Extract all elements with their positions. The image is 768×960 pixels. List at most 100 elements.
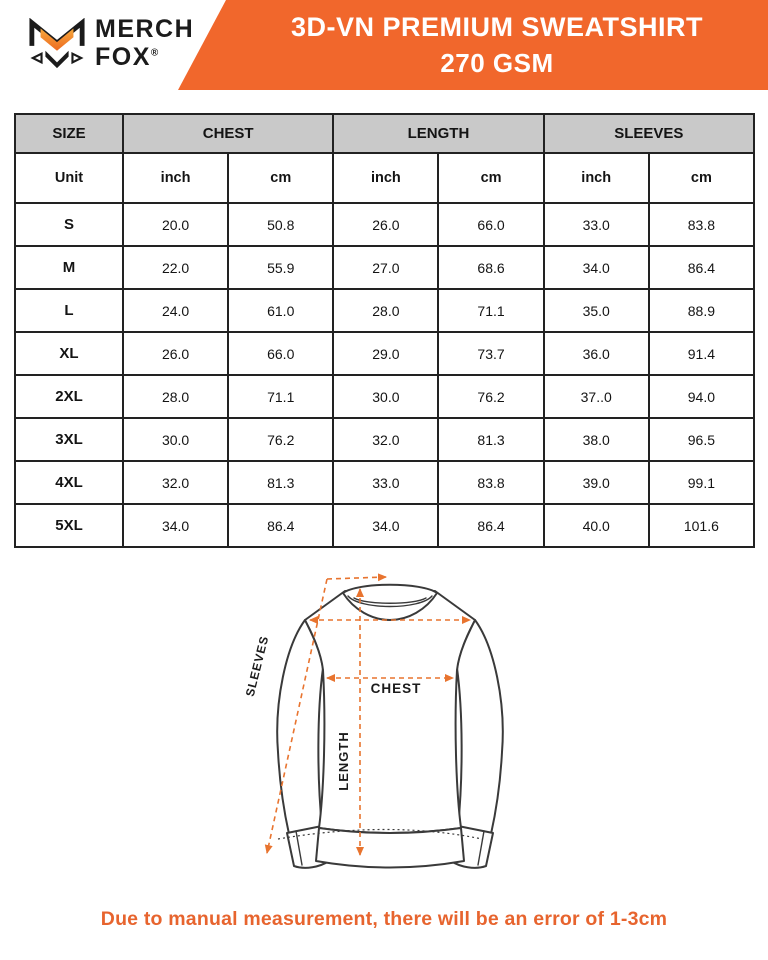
table-cell: 86.4 xyxy=(227,503,335,548)
collar xyxy=(342,583,438,621)
unit-cell: inch xyxy=(332,152,440,204)
table-header-row: SIZE CHEST LENGTH SLEEVES xyxy=(14,113,756,154)
brand-name-top: MERCH xyxy=(95,15,195,43)
brand-name-bottom: FOX® xyxy=(95,43,160,71)
table-cell: 35.0 xyxy=(542,288,650,333)
size-cell: XL xyxy=(14,331,124,376)
product-title-line1: 3D-VN PREMIUM SWEATSHIRT xyxy=(290,11,703,42)
table-cell: 26.0 xyxy=(121,331,230,376)
table-row: S 20.0 50.8 26.0 66.0 33.0 83.8 xyxy=(14,202,756,247)
table-cell: 61.0 xyxy=(227,288,335,333)
length-label: LENGTH xyxy=(336,731,351,790)
header-banner: MERCH FOX® 3D-VN PREMIUM SWEATSHIRT 270 … xyxy=(0,0,768,90)
table-row: XL 26.0 66.0 29.0 73.7 36.0 91.4 xyxy=(14,331,756,376)
table-cell: 81.3 xyxy=(227,460,335,505)
size-cell: L xyxy=(14,288,124,333)
unit-cell: cm xyxy=(437,152,545,204)
table-cell: 83.8 xyxy=(647,202,756,247)
collar-rib-line xyxy=(347,595,433,608)
col-header-length: LENGTH xyxy=(332,113,545,154)
col-header-size: SIZE xyxy=(14,113,124,154)
table-cell: 32.0 xyxy=(121,460,230,505)
table-cell: 81.3 xyxy=(437,417,545,462)
sweatshirt-body xyxy=(304,590,476,834)
sweatshirt-diagram: CHEST LENGTH SLEEVES xyxy=(243,573,504,869)
table-cell: 40.0 xyxy=(542,503,650,548)
table-cell: 24.0 xyxy=(121,288,230,333)
table-cell: 96.5 xyxy=(647,417,756,462)
left-armhole-seam xyxy=(305,621,324,671)
table-cell: 27.0 xyxy=(332,245,440,290)
left-sleeve xyxy=(276,619,325,835)
table-cell: 86.4 xyxy=(647,245,756,290)
table-cell: 71.1 xyxy=(437,288,545,333)
unit-row: Unit inch cm inch cm inch cm xyxy=(14,152,756,204)
hem-band xyxy=(315,827,465,869)
table-cell: 91.4 xyxy=(647,331,756,376)
table-cell: 28.0 xyxy=(121,374,230,419)
table-cell: 30.0 xyxy=(332,374,440,419)
table-cell: 26.0 xyxy=(332,202,440,247)
table-cell: 29.0 xyxy=(332,331,440,376)
size-cell: S xyxy=(14,202,124,247)
table-row: L 24.0 61.0 28.0 71.1 35.0 88.9 xyxy=(14,288,756,333)
table-cell: 28.0 xyxy=(332,288,440,333)
size-cell: 4XL xyxy=(14,460,124,505)
table-cell: 83.8 xyxy=(437,460,545,505)
table-cell: 33.0 xyxy=(332,460,440,505)
size-table: SIZE CHEST LENGTH SLEEVES Unit inch cm i… xyxy=(14,113,756,548)
table-row: 4XL 32.0 81.3 33.0 83.8 39.0 99.1 xyxy=(14,460,756,505)
col-header-chest: CHEST xyxy=(121,113,335,154)
unit-cell: cm xyxy=(647,152,756,204)
table-cell: 101.6 xyxy=(647,503,756,548)
size-cell: 3XL xyxy=(14,417,124,462)
col-header-sleeves: SLEEVES xyxy=(542,113,756,154)
hem-stitch-line xyxy=(277,828,483,840)
table-cell: 33.0 xyxy=(542,202,650,247)
right-armhole-seam xyxy=(456,621,475,671)
table-cell: 99.1 xyxy=(647,460,756,505)
table-row: 3XL 30.0 76.2 32.0 81.3 38.0 96.5 xyxy=(14,417,756,462)
table-cell: 36.0 xyxy=(542,331,650,376)
table-cell: 34.0 xyxy=(332,503,440,548)
size-table-section: SIZE CHEST LENGTH SLEEVES Unit inch cm i… xyxy=(14,113,756,548)
table-row: M 22.0 55.9 27.0 68.6 34.0 86.4 xyxy=(14,245,756,290)
cuff-rib-line xyxy=(295,830,303,866)
table-cell: 86.4 xyxy=(437,503,545,548)
table-cell: 68.6 xyxy=(437,245,545,290)
table-row: 2XL 28.0 71.1 30.0 76.2 37..0 94.0 xyxy=(14,374,756,419)
right-sleeve xyxy=(455,619,504,835)
table-cell: 55.9 xyxy=(227,245,335,290)
registered-mark: ® xyxy=(150,47,160,59)
measurement-disclaimer: Due to manual measurement, there will be… xyxy=(100,908,668,930)
table-cell: 94.0 xyxy=(647,374,756,419)
unit-label: Unit xyxy=(14,152,124,204)
size-cell: M xyxy=(14,245,124,290)
table-cell: 38.0 xyxy=(542,417,650,462)
table-cell: 30.0 xyxy=(121,417,230,462)
banner-orange-shape xyxy=(178,0,768,90)
table-cell: 22.0 xyxy=(121,245,230,290)
table-cell: 39.0 xyxy=(542,460,650,505)
size-cell: 2XL xyxy=(14,374,124,419)
table-cell: 71.1 xyxy=(227,374,335,419)
unit-cell: inch xyxy=(542,152,650,204)
brand-wordmark: MERCH FOX® xyxy=(95,17,194,70)
size-cell: 5XL xyxy=(14,503,124,548)
table-cell: 32.0 xyxy=(332,417,440,462)
table-cell: 66.0 xyxy=(227,331,335,376)
unit-cell: inch xyxy=(121,152,230,204)
merch-fox-logo: MERCH FOX® xyxy=(28,17,194,70)
table-row: 5XL 34.0 86.4 34.0 86.4 40.0 101.6 xyxy=(14,503,756,548)
product-title-line2: 270 GSM xyxy=(440,47,554,78)
table-cell: 88.9 xyxy=(647,288,756,333)
sleeves-label: SLEEVES xyxy=(243,634,272,698)
cuff-rib-line xyxy=(477,830,485,866)
table-cell: 73.7 xyxy=(437,331,545,376)
table-cell: 34.0 xyxy=(542,245,650,290)
table-cell: 34.0 xyxy=(121,503,230,548)
unit-cell: cm xyxy=(227,152,335,204)
sleeve-measure-top-arrow xyxy=(326,573,387,582)
table-cell: 50.8 xyxy=(227,202,335,247)
